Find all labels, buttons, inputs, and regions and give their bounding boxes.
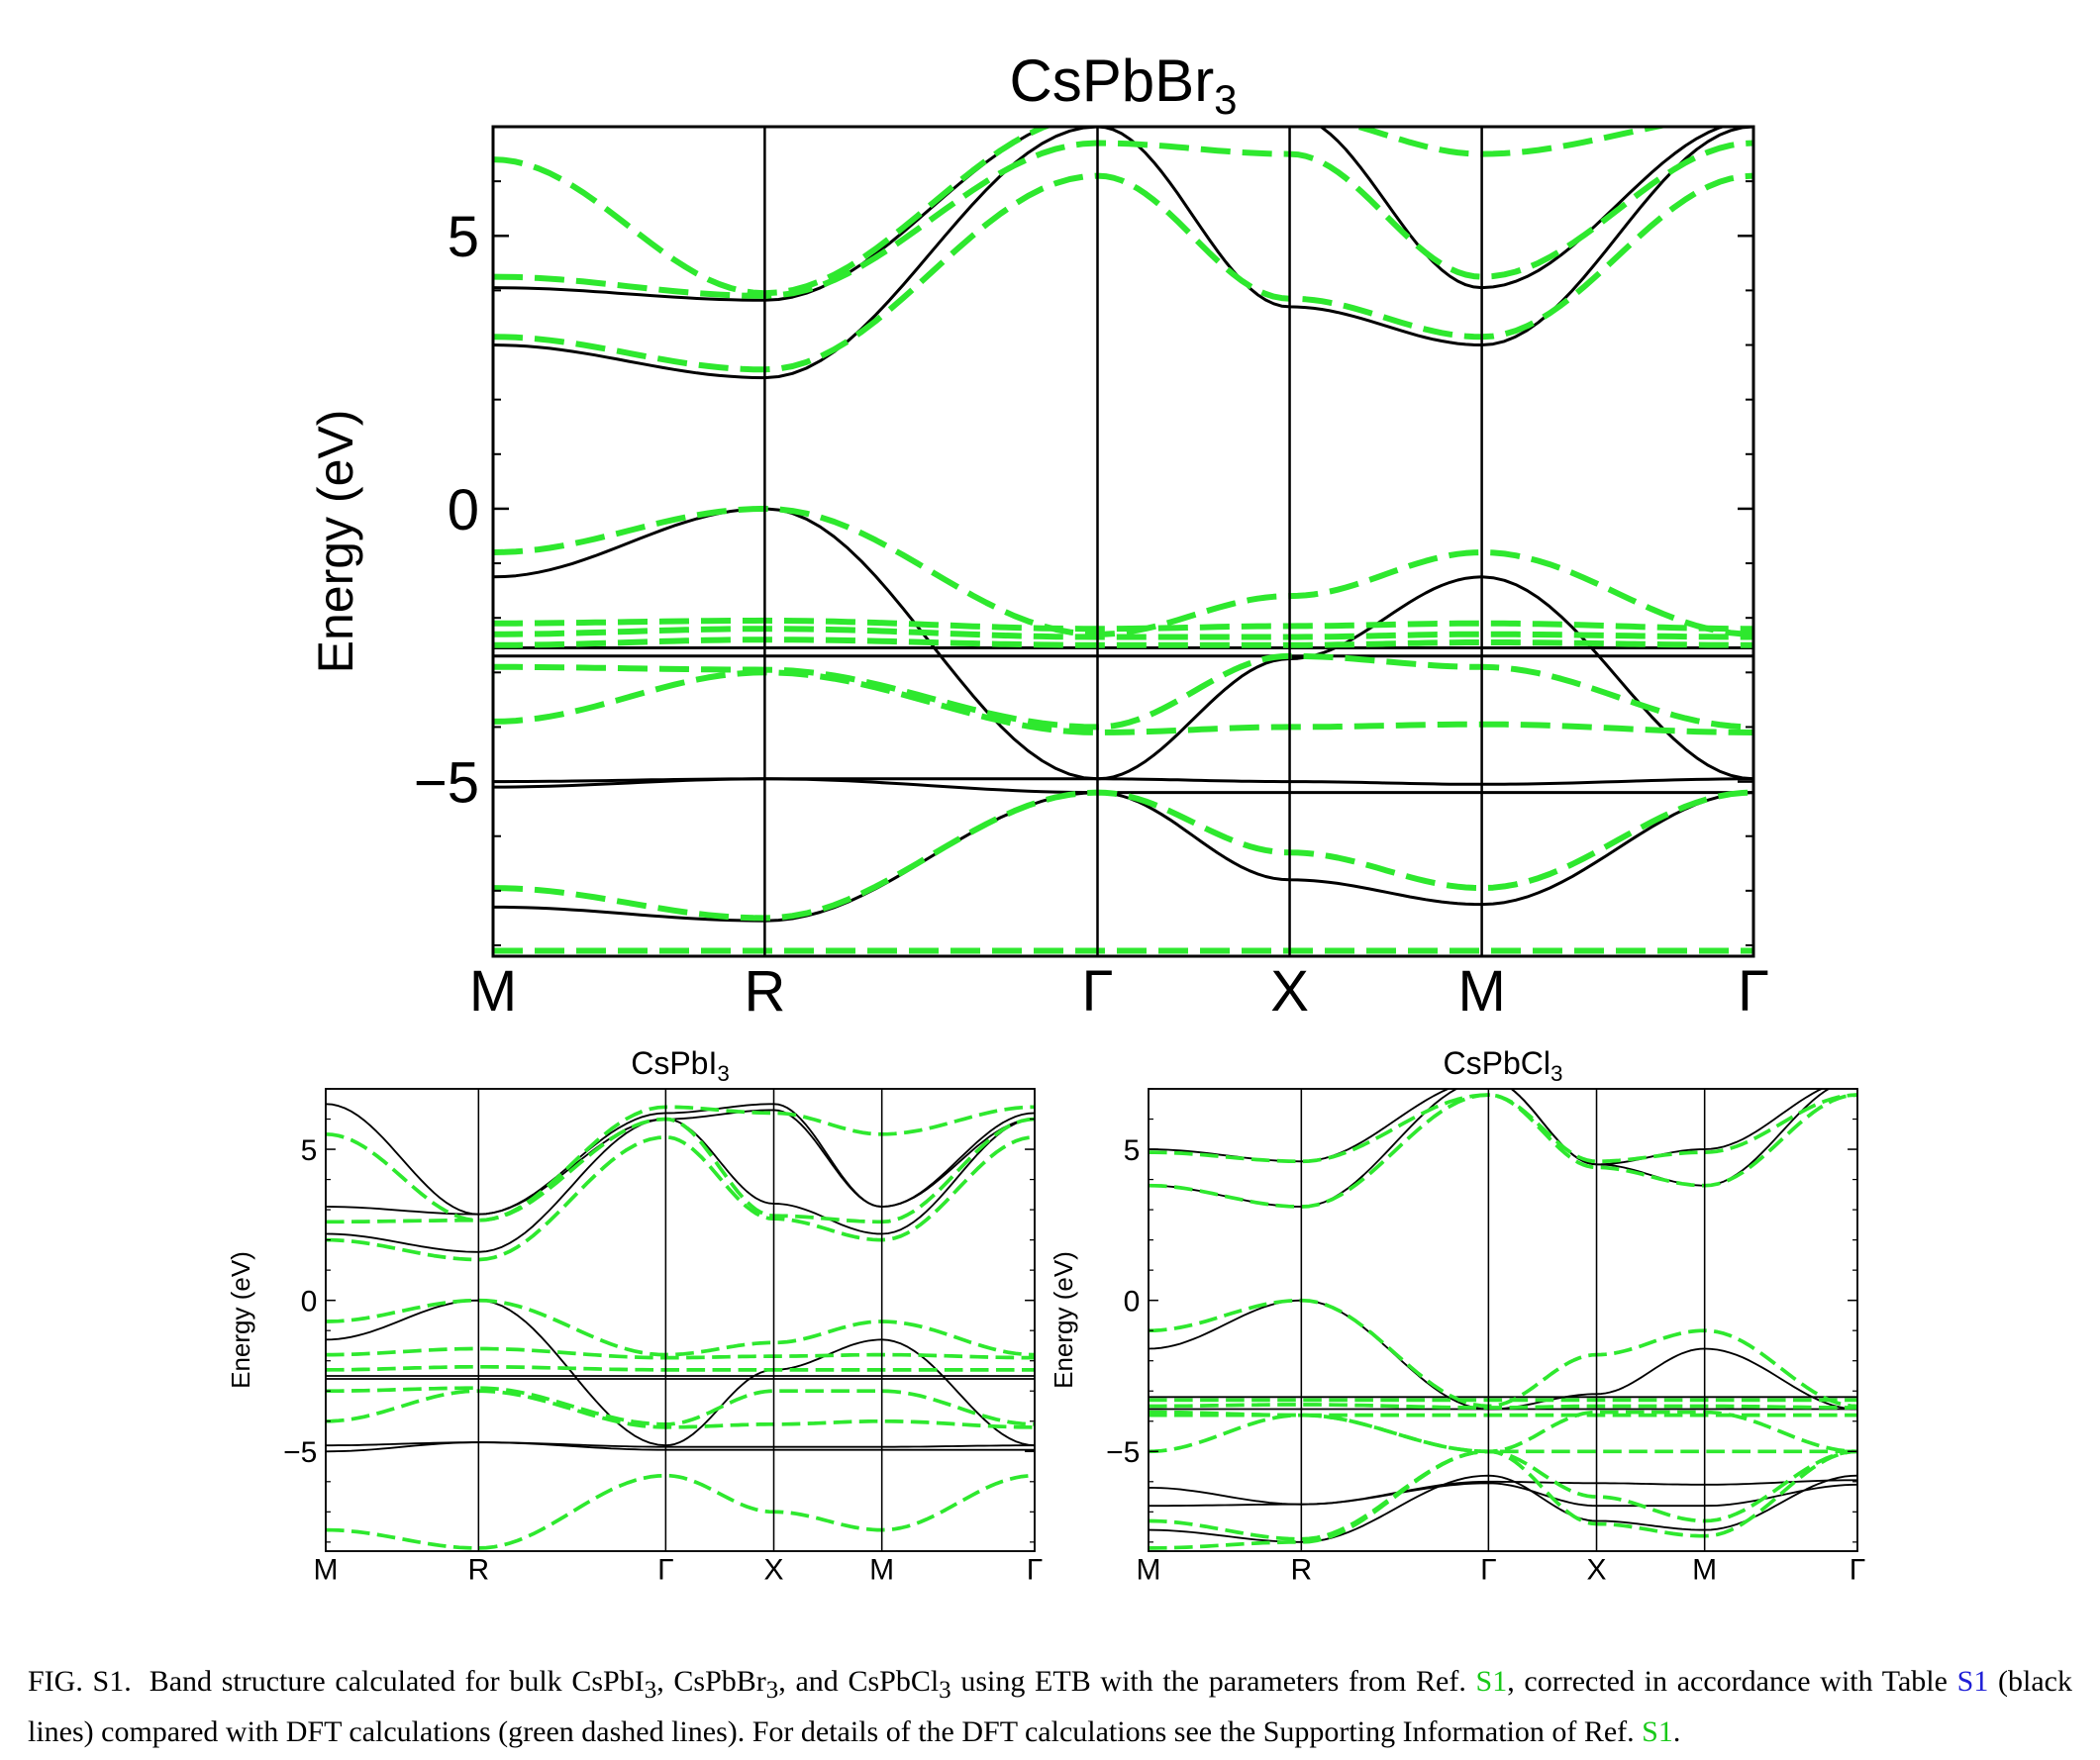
etb-band <box>326 1118 1035 1253</box>
caption-text: , CsPbBr <box>656 1665 766 1698</box>
dft-band <box>326 1105 1035 1222</box>
x-tick-label: M <box>469 959 517 1024</box>
dft-band <box>493 617 1753 633</box>
chart-title: CsPbBr3 <box>1009 48 1237 123</box>
x-tick-label: Γ <box>1082 959 1114 1024</box>
y-tick-label: 0 <box>301 1285 318 1318</box>
reference-link[interactable]: S1 <box>1642 1715 1673 1748</box>
etb-band <box>1149 1474 1857 1543</box>
caption-text: (black lines) compared with DFT calculat… <box>28 1665 2072 1748</box>
y-tick-label: −5 <box>1106 1436 1140 1469</box>
y-tick-label: 5 <box>1124 1134 1141 1167</box>
caption-text: using ETB with the parameters from Ref. <box>950 1665 1466 1698</box>
caption-text: Band structure calculated for bulk CsPbI <box>149 1665 645 1698</box>
etb-band <box>1149 1479 1857 1508</box>
dft-band <box>493 505 1753 637</box>
etb-band <box>1149 1089 1824 1166</box>
caption-text: , and CsPbCl <box>778 1665 940 1698</box>
dft-band <box>326 1298 1035 1357</box>
caption-label: FIG. S1. <box>28 1665 132 1698</box>
dft-band <box>1149 1093 1857 1164</box>
x-tick-label: Γ <box>1738 959 1769 1024</box>
y-tick-label: −5 <box>414 750 479 815</box>
table-reference-link[interactable]: S1 <box>1956 1665 1989 1698</box>
plot-frame <box>325 1088 1036 1552</box>
plot-frame <box>1148 1088 1858 1552</box>
etb-band <box>493 127 1728 302</box>
x-tick-label: X <box>1270 959 1309 1024</box>
y-axis-label: Energy (eV) <box>226 1251 255 1389</box>
dft-band <box>1149 1410 1857 1454</box>
dft-band <box>493 127 1672 297</box>
etb-band <box>1149 1482 1857 1508</box>
dft-band <box>1149 1449 1857 1550</box>
caption-sub: 3 <box>765 1677 779 1704</box>
dft-band <box>493 669 1753 735</box>
x-tick-label: M <box>314 1554 339 1587</box>
dft-band <box>326 1389 1035 1429</box>
band-panel: −5 0 5 M R Γ X M Γ Energy (eV) CsPbI3 <box>226 1045 1043 1587</box>
dft-band <box>326 1117 1035 1224</box>
y-axis-label: Energy (eV) <box>308 410 363 674</box>
x-tick-label: Γ <box>1850 1554 1866 1587</box>
x-tick-label: M <box>1692 1554 1717 1587</box>
caption-text: , corrected in accordance with Table <box>1507 1665 1948 1698</box>
caption-text: . <box>1672 1715 1681 1748</box>
dft-band <box>1149 1093 1857 1209</box>
y-tick-label: 5 <box>301 1134 318 1167</box>
y-axis-label: Energy (eV) <box>1049 1251 1078 1389</box>
band-lines <box>1149 1089 1857 1550</box>
x-tick-label: R <box>1290 1554 1312 1587</box>
dft-band <box>1149 1413 1857 1454</box>
dft-band <box>326 1364 1035 1372</box>
y-tick-label: −5 <box>283 1436 317 1469</box>
dft-band <box>493 140 1753 299</box>
dft-band <box>493 652 1753 731</box>
dft-band <box>1149 1449 1857 1541</box>
x-tick-label: M <box>869 1554 894 1587</box>
dft-band <box>1149 1403 1857 1410</box>
x-tick-label: Γ <box>657 1554 674 1587</box>
etb-band <box>326 1441 1035 1453</box>
chart-title: CsPbCl3 <box>1444 1045 1563 1086</box>
dft-band <box>326 1134 1035 1262</box>
band-panel: −5 0 5 M R Γ X M Γ Energy (eV) CsPbBr3 <box>308 48 1769 1024</box>
dft-band <box>493 626 1753 640</box>
etb-band <box>1149 1299 1857 1411</box>
y-tick-label: 5 <box>448 205 479 269</box>
plot-frame <box>491 125 1755 958</box>
dft-band <box>493 789 1753 922</box>
etb-band <box>493 791 1753 923</box>
dft-band <box>326 1473 1035 1550</box>
dft-band <box>326 1346 1035 1360</box>
dft-band <box>326 1386 1035 1426</box>
etb-band <box>493 777 1753 795</box>
y-tick-label: 0 <box>448 478 479 542</box>
x-tick-label: X <box>1587 1554 1607 1587</box>
band-panel: −5 0 5 M R Γ X M Γ Energy (eV) CsPbCl3 <box>1049 1045 1865 1587</box>
x-tick-label: M <box>1457 959 1505 1024</box>
band-lines <box>493 127 1753 954</box>
x-tick-label: R <box>467 1554 489 1587</box>
figure-caption: FIG. S1. Band structure calculated for bu… <box>28 1661 2072 1753</box>
x-tick-label: Γ <box>1027 1554 1044 1587</box>
band-lines <box>326 1103 1035 1550</box>
dft-band <box>1149 1298 1857 1409</box>
x-tick-label: Γ <box>1480 1554 1497 1587</box>
x-tick-label: X <box>764 1554 784 1587</box>
dft-band <box>493 172 1753 373</box>
etb-band <box>493 127 1753 380</box>
etb-band <box>326 1109 1035 1216</box>
caption-sub: 3 <box>644 1677 657 1704</box>
x-tick-label: M <box>1137 1554 1161 1587</box>
band-structure-figure: −5 0 5 M R Γ X M Γ Energy (eV) CsPbBr3 −5 0 5 M R Γ X M Γ En… <box>226 48 1865 1587</box>
caption-sub: 3 <box>939 1677 951 1704</box>
dft-band <box>493 636 1753 648</box>
chart-title: CsPbI3 <box>631 1045 730 1086</box>
reference-link[interactable]: S1 <box>1475 1665 1508 1698</box>
y-tick-label: 0 <box>1124 1285 1141 1318</box>
x-tick-label: R <box>744 959 785 1024</box>
